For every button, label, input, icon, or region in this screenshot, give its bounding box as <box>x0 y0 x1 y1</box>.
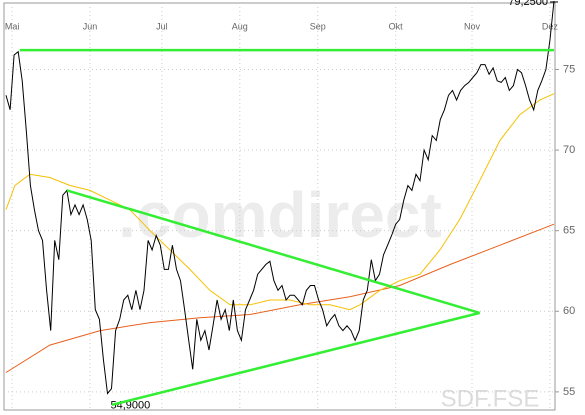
max-label: 79,2500 <box>508 0 548 8</box>
series-line <box>111 311 481 407</box>
x-tick-label: Sep <box>310 21 326 31</box>
series-line <box>66 189 481 315</box>
symbol: SDF.FSE <box>441 385 540 412</box>
x-tick-label: Jun <box>83 21 98 31</box>
series-line <box>5 0 555 395</box>
watermark: .comdirect <box>118 179 442 251</box>
y-tick-label: 70 <box>563 144 575 156</box>
x-tick-label: Dez <box>542 21 559 31</box>
series-line <box>5 93 555 311</box>
y-tick-label: 75 <box>563 63 575 75</box>
x-tick-label: Mai <box>5 21 20 31</box>
x-tick-label: Jul <box>156 21 168 31</box>
y-tick-label: 65 <box>563 225 575 237</box>
x-tick-label: Aug <box>232 21 248 31</box>
y-tick-label: 60 <box>563 305 575 317</box>
y-tick-label: 55 <box>563 386 575 398</box>
x-tick-label: Okt <box>389 21 404 31</box>
series-line <box>5 223 555 373</box>
plot-frame <box>3 2 556 411</box>
x-tick-label: Nov <box>464 21 481 31</box>
